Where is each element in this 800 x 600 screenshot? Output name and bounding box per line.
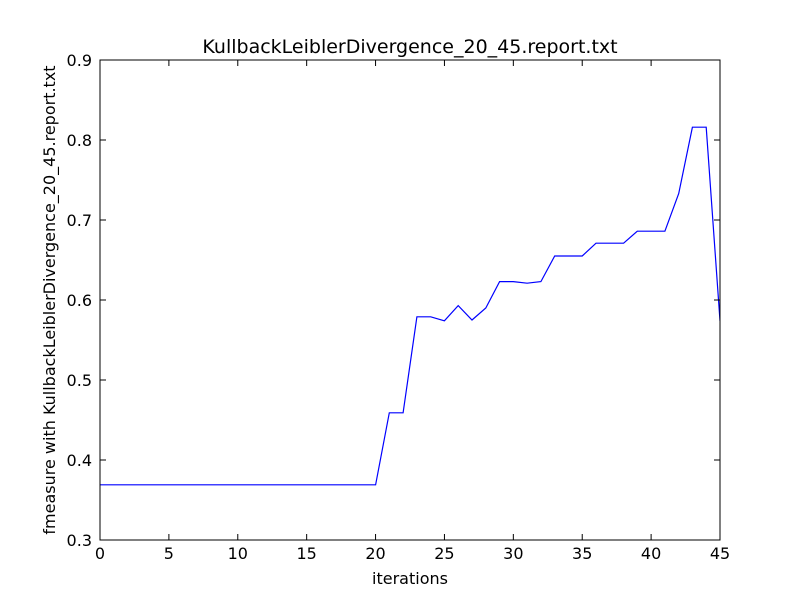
x-tick-label: 5 (164, 544, 174, 563)
x-tick-label: 40 (641, 544, 661, 563)
x-tick-label: 45 (710, 544, 730, 563)
series-layer (100, 126, 720, 486)
x-axis-label: iterations (372, 569, 448, 588)
x-tick-label: 20 (365, 544, 385, 563)
x-tick-label: 15 (296, 544, 316, 563)
x-tick-label: 25 (434, 544, 454, 563)
x-tick-label: 10 (228, 544, 248, 563)
y-tick-label: 0.6 (67, 291, 92, 310)
y-tick-label: 0.7 (67, 211, 92, 230)
y-tick-label: 0.5 (67, 371, 92, 390)
x-tick-label: 0 (95, 544, 105, 563)
x-axis: 0 5 10 15 20 25 30 35 40 45 (95, 60, 730, 563)
y-tick-label: 0.8 (67, 131, 92, 150)
x-tick-label: 30 (503, 544, 523, 563)
chart-title: KullbackLeiblerDivergence_20_45.report.t… (202, 36, 617, 58)
series-line (100, 126, 720, 486)
x-tick-label: 35 (572, 544, 592, 563)
y-tick-label: 0.9 (67, 51, 92, 70)
y-axis-label: fmeasure with KullbackLeiblerDivergence_… (40, 65, 60, 534)
y-tick-label: 0.3 (67, 531, 92, 550)
y-tick-label: 0.4 (67, 451, 92, 470)
y-axis: 0.3 0.4 0.5 0.6 0.7 0.8 0.9 (67, 51, 720, 550)
